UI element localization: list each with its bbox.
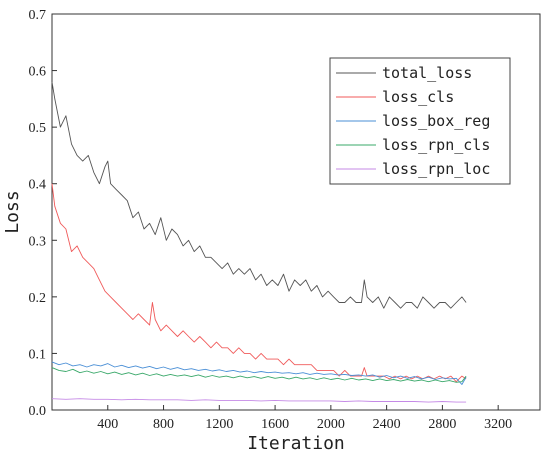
y-axis-title: Loss bbox=[2, 190, 23, 233]
legend-label: total_loss bbox=[382, 64, 472, 82]
y-tick-label: 0.5 bbox=[29, 121, 47, 136]
legend: total_loss loss_cls loss_box_reg loss_rpn_c… bbox=[329, 57, 511, 185]
y-tick-label: 0.6 bbox=[29, 65, 47, 80]
x-tick-label: 2400 bbox=[373, 417, 401, 432]
series-layer bbox=[51, 81, 467, 403]
series-line-loss-rpn-loc bbox=[51, 398, 467, 403]
x-tick-label: 2000 bbox=[317, 417, 345, 432]
plot-frame bbox=[51, 13, 541, 411]
series-line-loss-box-reg bbox=[51, 361, 467, 385]
x-tick-label: 800 bbox=[153, 417, 174, 432]
y-axis: 0.0 0.1 0.2 0.3 0.4 0.5 0.6 0.7 bbox=[29, 8, 57, 419]
x-tick-label: 400 bbox=[97, 417, 118, 432]
x-tick-label: 1600 bbox=[261, 417, 289, 432]
x-axis: 400 800 1200 1600 2000 2400 2800 3200 bbox=[97, 405, 512, 432]
y-tick-label: 0.3 bbox=[29, 234, 47, 249]
x-tick-label: 2800 bbox=[428, 417, 456, 432]
y-tick-label: 0.7 bbox=[29, 8, 47, 23]
series-line-loss-rpn-cls bbox=[51, 367, 467, 383]
x-tick-label: 3200 bbox=[484, 417, 512, 432]
x-axis-title: Iteration bbox=[247, 433, 345, 454]
y-tick-label: 0.2 bbox=[29, 291, 47, 306]
series-line-loss-cls bbox=[51, 183, 467, 383]
legend-label: loss_cls bbox=[382, 88, 454, 106]
series-line-total-loss bbox=[51, 81, 467, 309]
y-tick-label: 0.1 bbox=[29, 347, 47, 362]
legend-label: loss_rpn_cls bbox=[382, 136, 490, 154]
x-tick-label: 1200 bbox=[205, 417, 233, 432]
plot-area bbox=[51, 13, 541, 411]
legend-label: loss_rpn_loc bbox=[382, 160, 490, 178]
legend-label: loss_box_reg bbox=[382, 112, 490, 130]
y-tick-label: 0.0 bbox=[29, 404, 47, 419]
y-tick-label: 0.4 bbox=[29, 178, 47, 193]
